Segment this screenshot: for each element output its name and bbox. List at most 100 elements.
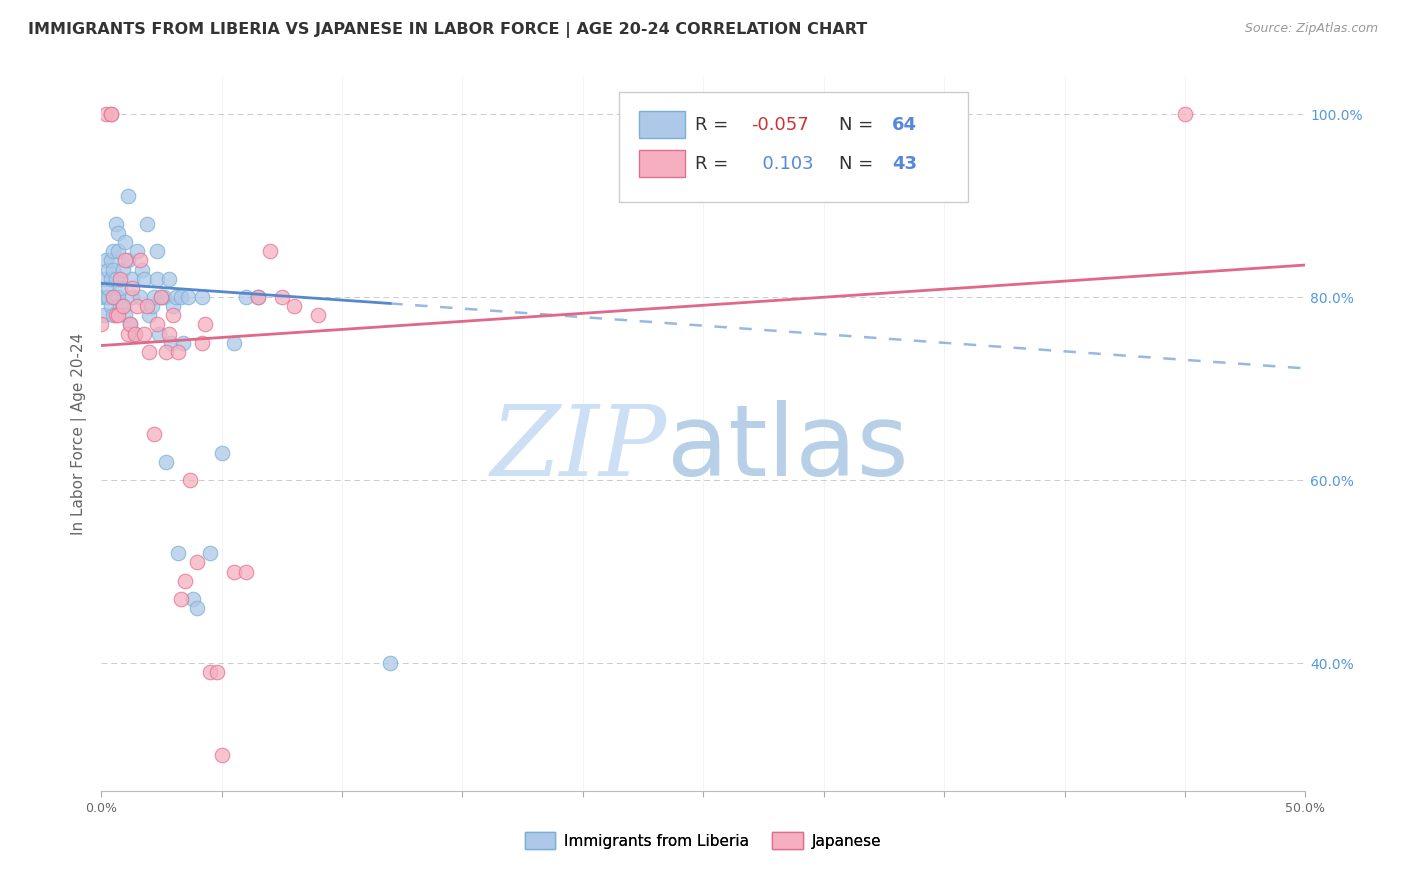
Point	[135, 299, 157, 313]
Point	[307, 309, 329, 323]
Point	[117, 253, 139, 268]
Point	[246, 290, 269, 304]
Point	[150, 290, 173, 304]
Legend: Immigrants from Liberia, Japanese: Immigrants from Liberia, Japanese	[519, 826, 887, 855]
Point	[165, 290, 187, 304]
Text: R =: R =	[695, 116, 734, 135]
Point	[150, 290, 173, 304]
Text: -0.057: -0.057	[751, 116, 810, 135]
Point	[283, 299, 305, 313]
Point	[110, 281, 132, 295]
Point	[246, 290, 269, 304]
Text: ZIP: ZIP	[491, 401, 666, 496]
Point	[198, 665, 221, 680]
Point	[145, 271, 167, 285]
Point	[107, 226, 129, 240]
Point	[121, 290, 143, 304]
Point	[222, 335, 245, 350]
Point	[157, 326, 180, 341]
Point	[127, 299, 149, 313]
Point	[177, 290, 200, 304]
Point	[104, 309, 127, 323]
Point	[222, 565, 245, 579]
Point	[101, 290, 124, 304]
Point	[179, 473, 201, 487]
Point	[110, 299, 132, 313]
Point	[160, 335, 183, 350]
Point	[138, 309, 160, 323]
Point	[167, 546, 190, 560]
Point	[124, 326, 146, 341]
Text: 43: 43	[893, 155, 917, 173]
Point	[155, 455, 177, 469]
Point	[198, 546, 221, 560]
Point	[121, 271, 143, 285]
Point	[117, 326, 139, 341]
Point	[174, 574, 197, 588]
Point	[235, 565, 257, 579]
Text: atlas: atlas	[666, 401, 908, 497]
Text: 0.103: 0.103	[751, 155, 814, 173]
Point	[134, 326, 156, 341]
Point	[107, 309, 129, 323]
Point	[104, 217, 127, 231]
Point	[131, 262, 153, 277]
Point	[117, 189, 139, 203]
Point	[157, 271, 180, 285]
Text: N =: N =	[839, 116, 879, 135]
FancyBboxPatch shape	[619, 92, 969, 202]
Point	[186, 601, 208, 615]
Point	[162, 299, 184, 313]
Point	[93, 271, 115, 285]
Point	[205, 665, 228, 680]
Point	[118, 318, 141, 332]
Point	[97, 281, 120, 295]
Point	[101, 262, 124, 277]
Point	[100, 107, 122, 121]
Point	[155, 345, 177, 359]
Point	[118, 318, 141, 332]
Point	[169, 290, 191, 304]
Point	[94, 290, 117, 304]
Point	[104, 290, 127, 304]
Text: 64: 64	[893, 116, 917, 135]
Point	[101, 309, 124, 323]
Point	[145, 244, 167, 259]
Point	[235, 290, 257, 304]
Point	[94, 107, 117, 121]
Point	[100, 107, 122, 121]
Text: N =: N =	[839, 155, 879, 173]
Point	[114, 253, 136, 268]
Point	[111, 299, 134, 313]
Point	[128, 290, 150, 304]
Point	[145, 318, 167, 332]
Point	[121, 281, 143, 295]
Point	[211, 445, 233, 459]
Point	[143, 427, 166, 442]
Point	[181, 592, 204, 607]
Point	[94, 253, 117, 268]
Point	[97, 290, 120, 304]
Point	[90, 290, 112, 304]
FancyBboxPatch shape	[640, 111, 685, 138]
Text: IMMIGRANTS FROM LIBERIA VS JAPANESE IN LABOR FORCE | AGE 20-24 CORRELATION CHART: IMMIGRANTS FROM LIBERIA VS JAPANESE IN L…	[28, 22, 868, 38]
Point	[378, 656, 401, 670]
Point	[194, 318, 217, 332]
Point	[100, 299, 122, 313]
Point	[100, 253, 122, 268]
Point	[211, 747, 233, 762]
Point	[135, 217, 157, 231]
Text: R =: R =	[695, 155, 734, 173]
Point	[97, 262, 120, 277]
Point	[270, 290, 292, 304]
Point	[111, 299, 134, 313]
Text: Source: ZipAtlas.com: Source: ZipAtlas.com	[1244, 22, 1378, 36]
Point	[111, 262, 134, 277]
Point	[104, 271, 127, 285]
Point	[107, 290, 129, 304]
Point	[128, 253, 150, 268]
Point	[143, 290, 166, 304]
Point	[148, 326, 170, 341]
Point	[114, 235, 136, 249]
Point	[167, 345, 190, 359]
